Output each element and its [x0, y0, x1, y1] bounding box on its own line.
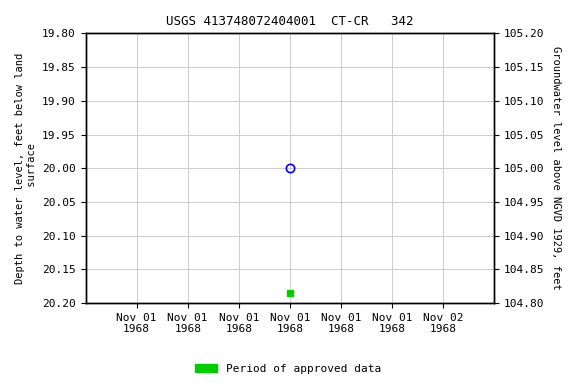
Legend: Period of approved data: Period of approved data [191, 359, 385, 379]
Title: USGS 413748072404001  CT-CR   342: USGS 413748072404001 CT-CR 342 [166, 15, 414, 28]
Y-axis label: Depth to water level, feet below land
 surface: Depth to water level, feet below land su… [15, 53, 37, 284]
Y-axis label: Groundwater level above NGVD 1929, feet: Groundwater level above NGVD 1929, feet [551, 46, 561, 290]
